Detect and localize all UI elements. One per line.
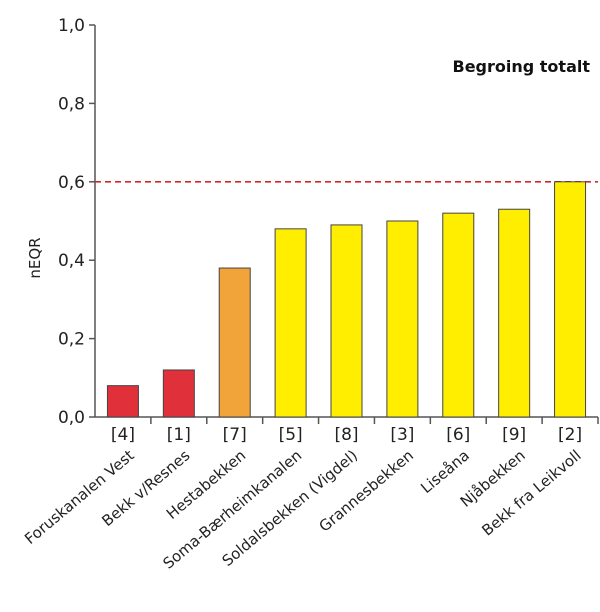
y-tick-label: 0,6 (58, 173, 85, 193)
x-category-name: Grannesbekken (315, 446, 416, 535)
x-category-code: [8] (334, 425, 358, 445)
x-category-code: [4] (111, 425, 135, 445)
bar-2 (162, 369, 195, 418)
y-tick-label: 1,0 (58, 16, 85, 36)
x-category-code: [7] (223, 425, 247, 445)
bar-5 (330, 224, 363, 418)
bar-4 (274, 228, 307, 418)
bar-1 (106, 385, 139, 418)
plot-area: 0,00,20,40,60,81,0[4]Foruskanalen Vest[1… (21, 16, 599, 573)
bar-6 (386, 220, 419, 418)
y-tick-label: 0,8 (58, 94, 85, 114)
x-category-code: [2] (558, 425, 582, 445)
x-category-code: [5] (279, 425, 303, 445)
x-category-name: Bekk fra Leikvoll (478, 446, 584, 539)
y-axis-title: nEQR (26, 237, 44, 278)
y-tick-label: 0,0 (58, 408, 85, 428)
x-category-code: [9] (502, 425, 526, 445)
chart-title: Begroing totalt (453, 57, 591, 76)
bar-9 (554, 181, 587, 418)
x-category-code: [3] (390, 425, 414, 445)
bar-7 (442, 212, 475, 418)
bar-3 (218, 267, 251, 418)
y-tick-label: 0,4 (58, 251, 85, 271)
bar-8 (498, 208, 531, 418)
y-tick-label: 0,2 (58, 330, 85, 350)
x-category-code: [6] (446, 425, 470, 445)
x-category-code: [1] (167, 425, 191, 445)
